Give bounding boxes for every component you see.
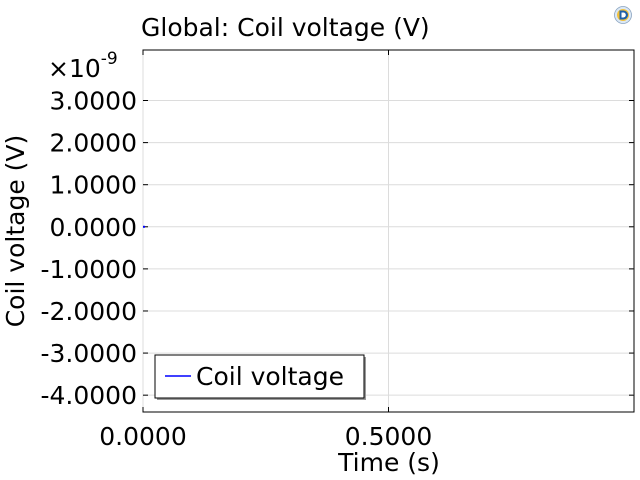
x-ticks: 0.0000 0.5000 — [99, 50, 432, 451]
x-axis-label: Time (s) — [337, 448, 440, 477]
legend: Coil voltage — [154, 354, 366, 400]
x-tick-label: 0.0000 — [99, 422, 186, 451]
chart-title: Global: Coil voltage (V) — [141, 13, 430, 42]
y-tick-label: -2.0000 — [41, 297, 138, 326]
y-tick-label: 3.0000 — [50, 87, 137, 116]
app-logo-icon — [614, 6, 632, 24]
y-scale-factor: ×10-9 — [48, 49, 118, 83]
y-axis-label: Coil voltage (V) — [1, 135, 30, 328]
grid — [142, 50, 634, 412]
y-ticks: 3.0000 2.0000 1.0000 0.0000 -1.0000 -2.0000 -3… — [41, 87, 634, 410]
y-tick-label: -3.0000 — [41, 339, 138, 368]
y-tick-label: 2.0000 — [50, 129, 137, 158]
x-tick-label: 0.5000 — [345, 422, 432, 451]
y-tick-label: -1.0000 — [41, 255, 138, 284]
y-tick-label: 0.0000 — [50, 213, 137, 242]
y-tick-label: -4.0000 — [41, 381, 138, 410]
legend-label-coil-voltage: Coil voltage — [196, 362, 344, 391]
y-tick-label: 1.0000 — [50, 171, 137, 200]
